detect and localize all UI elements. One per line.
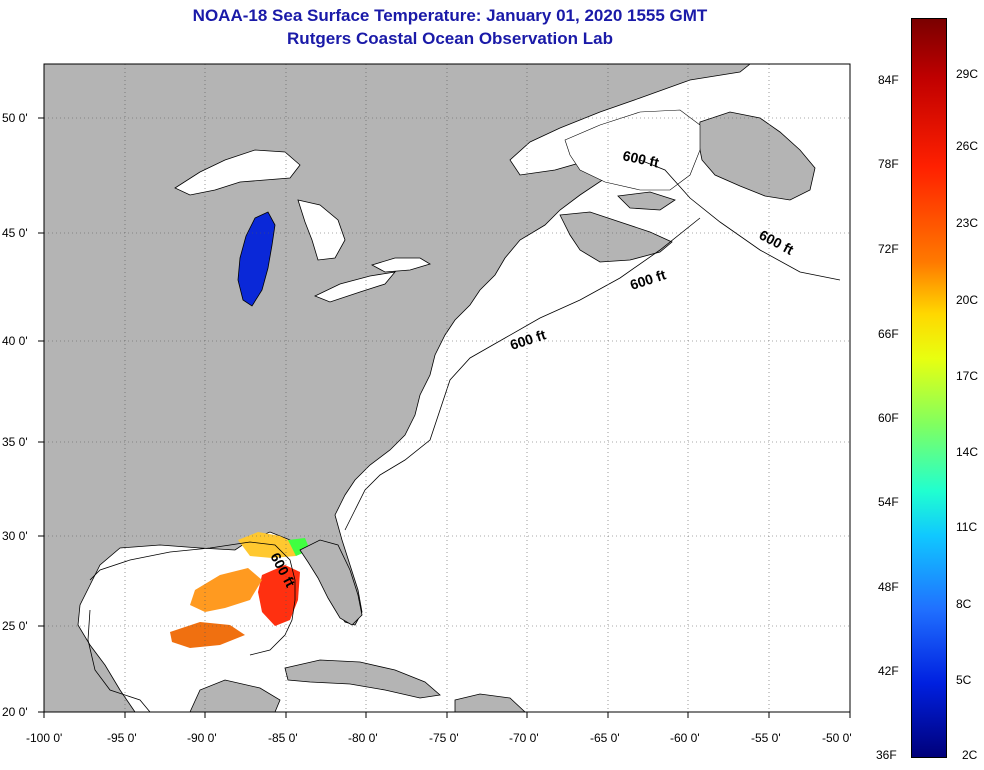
colorbar-c-label: 14C: [956, 445, 979, 459]
map-title: NOAA-18 Sea Surface Temperature: January…: [192, 6, 708, 25]
lon-label: -95 0': [107, 731, 137, 745]
lat-label: 35 0': [2, 435, 28, 449]
colorbar-f-label: 78F: [878, 157, 899, 171]
land-pei: [617, 191, 676, 211]
axis-ticks: [38, 117, 851, 718]
lon-label: -85 0': [268, 731, 298, 745]
lon-label: -70 0': [509, 731, 539, 745]
lake-huron: [297, 199, 346, 261]
land-north-america: [43, 63, 752, 713]
colorbar-c-label: 29C: [956, 67, 979, 81]
lat-label: 20 0': [2, 705, 28, 719]
latitude-labels: 50 0' 45 0' 40 0' 35 0' 30 0' 25 0' 20 0…: [2, 111, 28, 719]
lake-michigan-sst: [237, 211, 276, 307]
lake-superior: [174, 149, 301, 196]
land-florida: [299, 539, 363, 626]
land-hispaniola: [454, 693, 527, 713]
gulf-sst-east: [258, 565, 300, 626]
gulf-st-lawrence: [564, 109, 701, 191]
lat-label: 40 0': [2, 334, 28, 348]
lon-label: -100 0': [26, 731, 62, 745]
colorbar-f-label: 42F: [878, 664, 899, 678]
colorbar-c-label: 11C: [956, 520, 978, 534]
colorbar-c-label: 5C: [956, 673, 972, 687]
lon-label: -80 0': [348, 731, 378, 745]
colorbar-f-label: 60F: [878, 411, 899, 425]
temperature-colorbar: [911, 18, 947, 758]
colorbar-c-label: 17C: [956, 369, 979, 383]
lat-label: 45 0': [2, 226, 28, 240]
gulf-sst-shelf: [238, 532, 300, 558]
colorbar-c-label: 2C: [962, 748, 978, 762]
lat-label: 25 0': [2, 619, 28, 633]
land-newfoundland: [697, 111, 816, 201]
lon-label: -50 0': [822, 731, 852, 745]
gulf-sst-southwest: [170, 622, 245, 648]
colorbar-f-label: 84F: [878, 73, 899, 87]
colorbar-c-label: 20C: [956, 293, 979, 307]
lon-label: -55 0': [751, 731, 781, 745]
lon-label: -60 0': [670, 731, 700, 745]
colorbar-f-label: 36F: [876, 748, 897, 762]
colorbar-f-label: 54F: [878, 495, 899, 509]
colorbar-f-label: 72F: [878, 242, 899, 256]
graticule: [44, 64, 850, 712]
colorbar-c-label: 8C: [956, 597, 972, 611]
lon-label: -65 0': [590, 731, 620, 745]
lat-label: 30 0': [2, 529, 28, 543]
colorbar-f-label: 66F: [878, 327, 899, 341]
longitude-labels: -100 0' -95 0' -90 0' -85 0' -80 0' -75 …: [26, 731, 852, 745]
land-maritimes: [559, 211, 673, 263]
lake-ontario: [370, 257, 431, 273]
lat-label: 50 0': [2, 111, 28, 125]
lon-label: -90 0': [187, 731, 217, 745]
colorbar-c-label: 23C: [956, 216, 979, 230]
gulf-sst-central: [190, 568, 262, 612]
colorbar-c-label: 26C: [956, 139, 979, 153]
lon-label: -75 0': [429, 731, 459, 745]
isobath-label: 600 ft: [621, 147, 660, 170]
land-cuba: [284, 659, 441, 699]
lake-erie: [314, 271, 396, 303]
colorbar-f-label: 48F: [878, 580, 899, 594]
map-subtitle: Rutgers Coastal Ocean Observation Lab: [287, 29, 613, 48]
